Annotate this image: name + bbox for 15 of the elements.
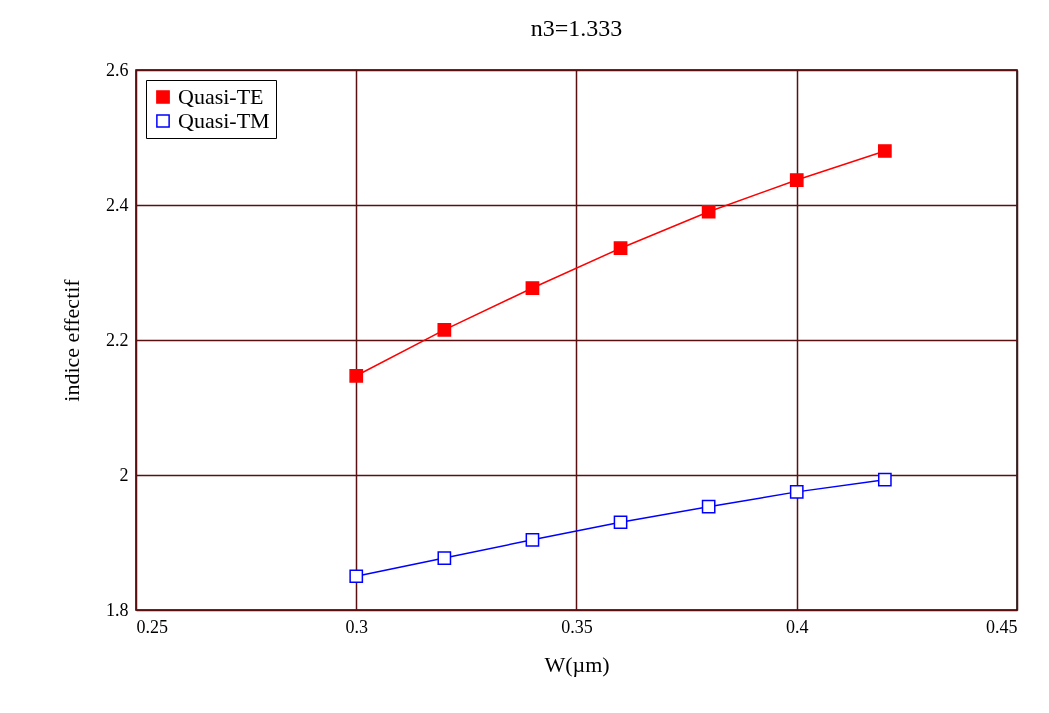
x-tick-label: 0.25 [136,616,168,637]
x-tick-label: 0.3 [345,616,368,637]
y-tick-label: 2 [119,464,129,485]
chart-title: n3=1.333 [530,15,623,41]
x-axis-title: W(µm) [544,651,610,677]
y-tick-label: 1.8 [106,599,129,620]
legend-label: Quasi-TE [178,84,264,109]
legend-label: Quasi-TM [178,108,270,133]
x-tick-label: 0.45 [986,616,1018,637]
y-tick-label: 2.2 [106,329,129,350]
y-axis-title: indice effectif [59,278,84,402]
x-tick-label: 0.4 [786,616,809,637]
x-tick-label: 0.35 [561,616,593,637]
y-tick-label: 2.6 [106,59,129,80]
y-tick-label: 2.4 [106,194,129,215]
